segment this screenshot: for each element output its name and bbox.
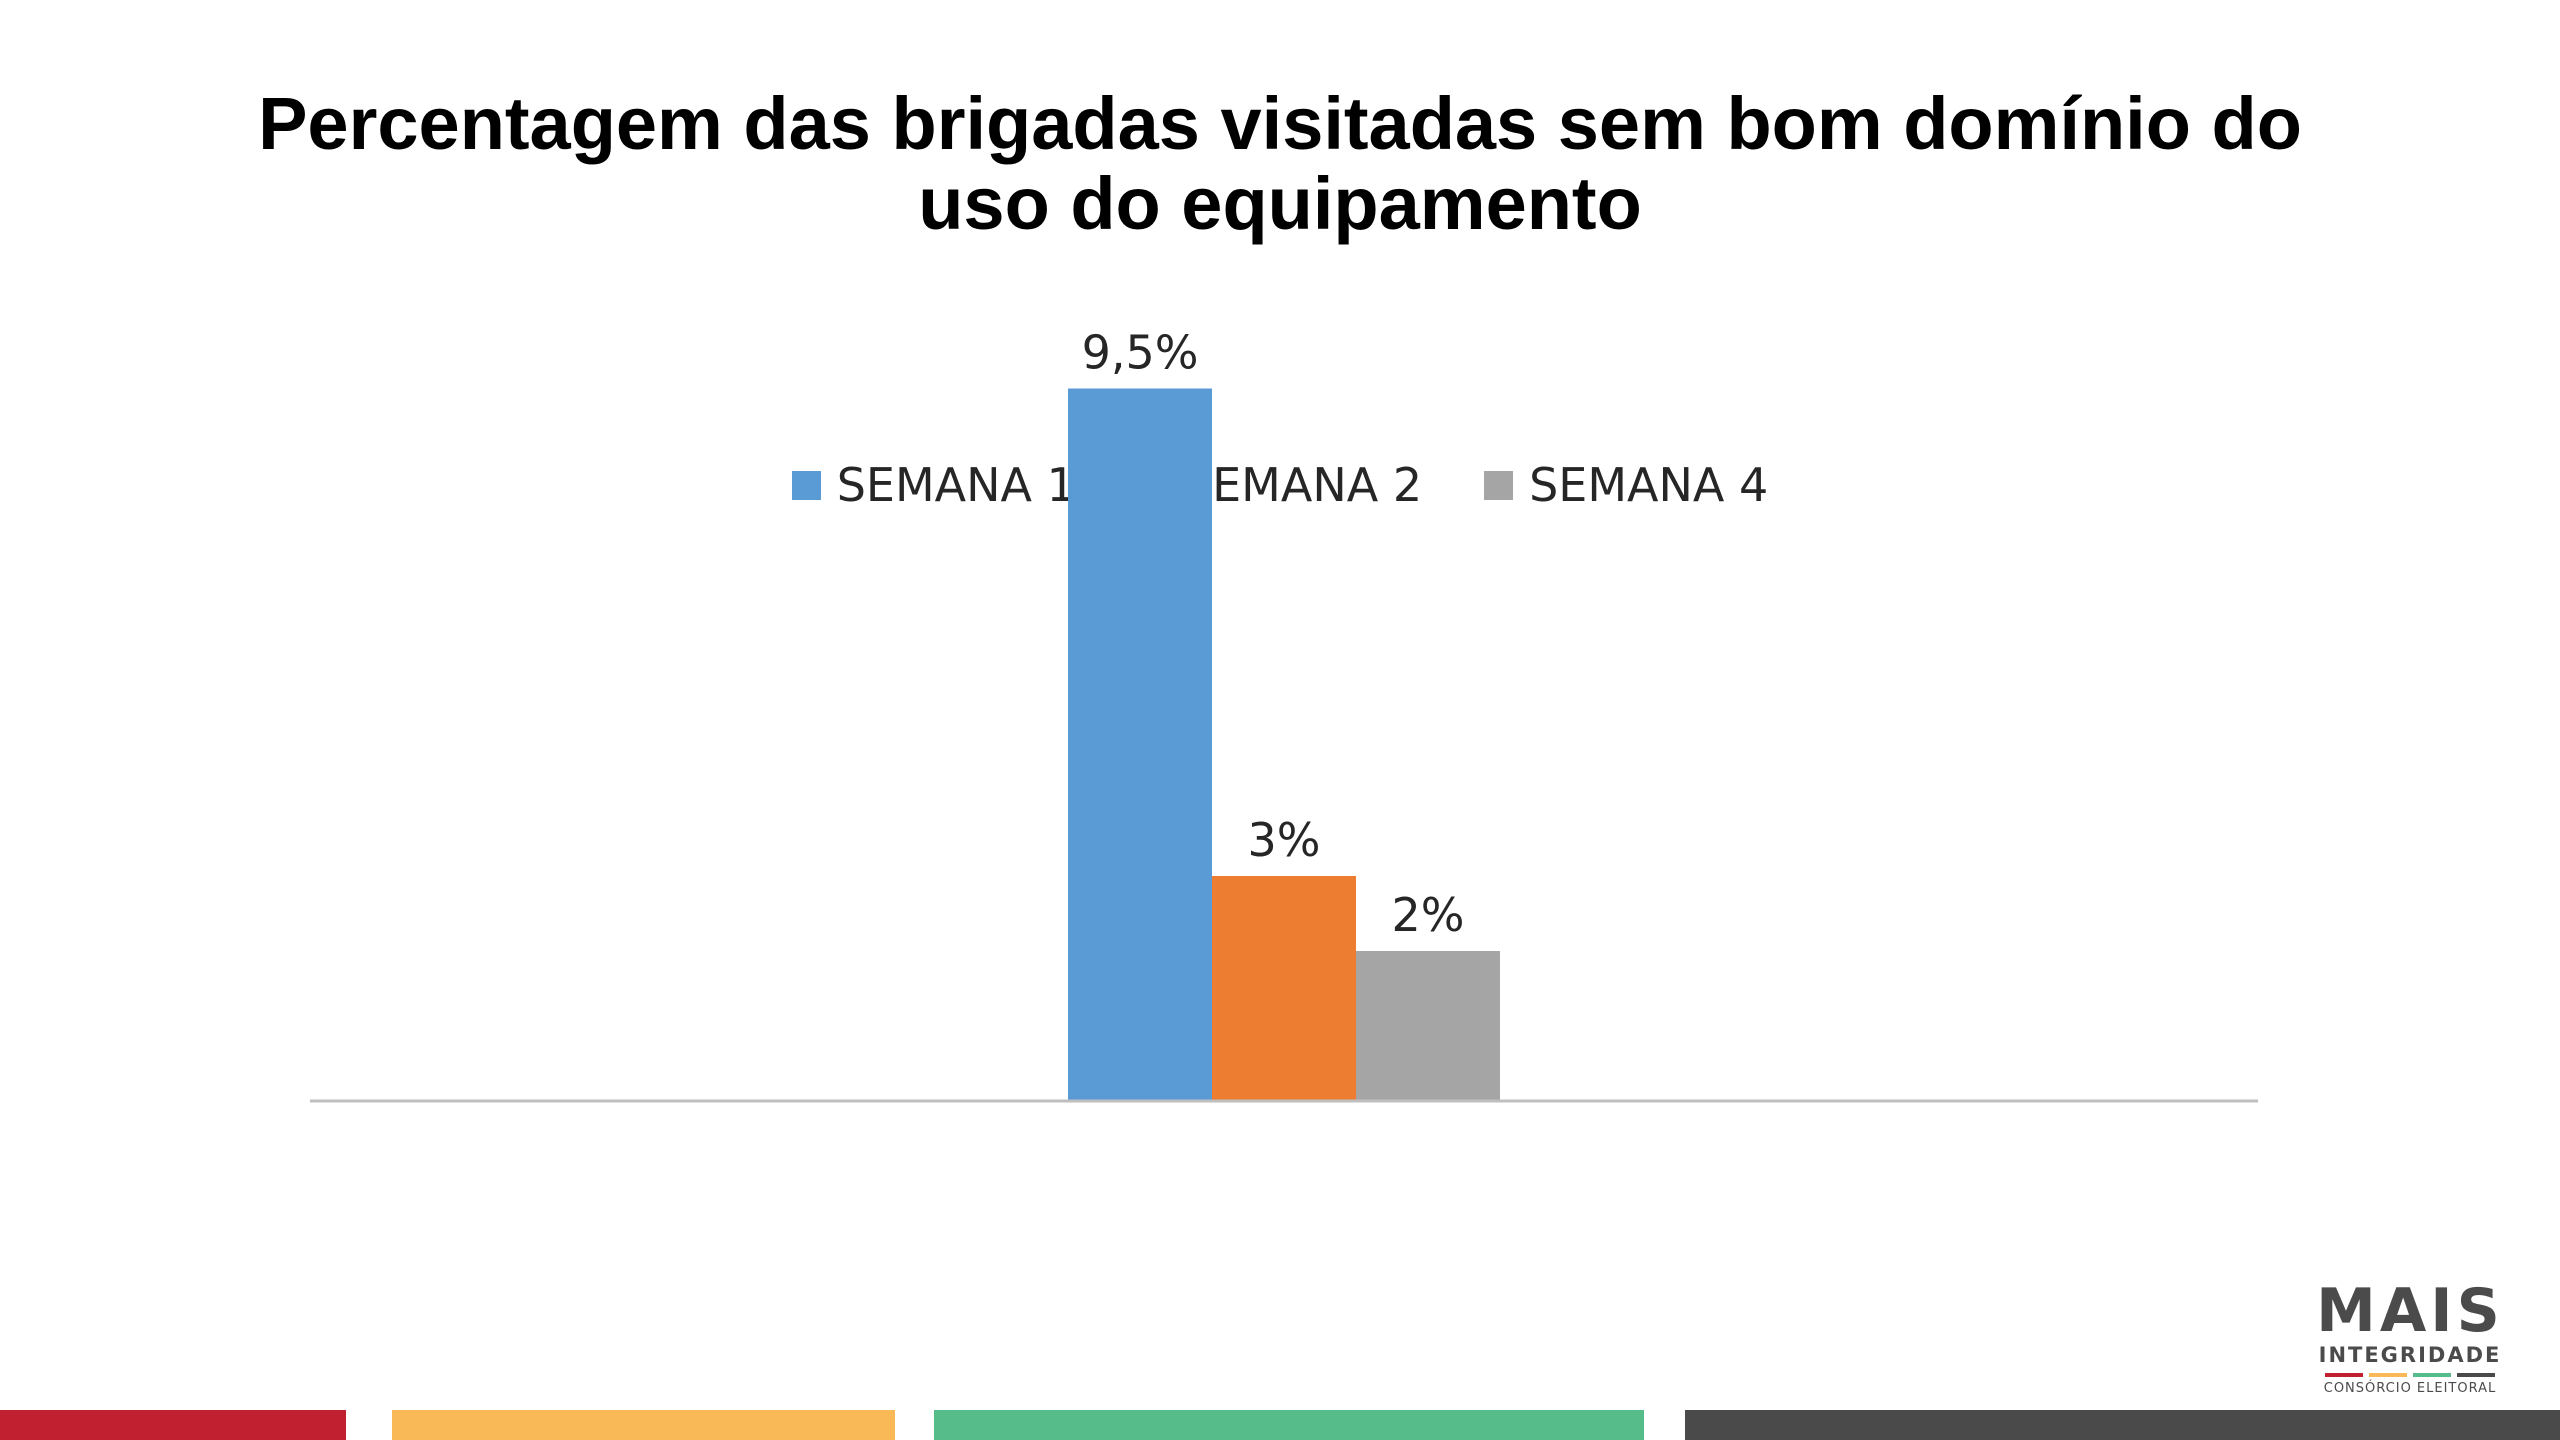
chart-title: Percentagem das brigadas visitadas sem b…	[160, 84, 2400, 244]
legend-label-semana-2: SEMANA 2	[1182, 458, 1423, 512]
logo-main-text: MAIS	[2316, 1276, 2504, 1346]
data-label-semana-2: 3%	[1248, 813, 1321, 867]
legend-item-semana-4: SEMANA 4	[1484, 458, 1768, 512]
logo-color-lines	[2312, 1373, 2508, 1377]
legend-swatch-semana-1	[791, 470, 821, 500]
logo-line-green	[2413, 1373, 2451, 1377]
logo-line-red	[2325, 1373, 2363, 1377]
footer-strip-green	[934, 1410, 1644, 1440]
chart-title-line-1: Percentagem das brigadas visitadas sem b…	[258, 82, 2302, 165]
logo-sub-text: INTEGRIDADE	[2318, 1343, 2502, 1367]
footer-strip-gray	[1685, 1410, 2560, 1440]
legend-swatch-semana-4	[1484, 470, 1514, 500]
footer-strip-yellow	[392, 1410, 895, 1440]
chart-title-line-2: uso do equipamento	[918, 162, 1642, 245]
legend-label-semana-1: SEMANA 1	[836, 458, 1076, 512]
bar-semana-1	[1068, 388, 1212, 1101]
logo-line-yellow	[2369, 1373, 2407, 1377]
bar-semana-2	[1212, 876, 1356, 1101]
data-label-semana-4: 2%	[1392, 888, 1465, 942]
data-label-semana-1: 9,5%	[1082, 326, 1199, 380]
mais-integridade-logo: MAIS INTEGRIDADE CONSÓRCIO ELEITORAL	[2312, 1280, 2508, 1397]
footer-strip-red	[0, 1410, 346, 1440]
bar-semana-4	[1356, 951, 1500, 1101]
legend-item-semana-1: SEMANA 1	[791, 458, 1076, 512]
logo-line-gray	[2457, 1373, 2495, 1377]
logo-small-text: CONSÓRCIO ELEITORAL	[2323, 1381, 2497, 1396]
legend-label-semana-4: SEMANA 4	[1529, 458, 1769, 512]
